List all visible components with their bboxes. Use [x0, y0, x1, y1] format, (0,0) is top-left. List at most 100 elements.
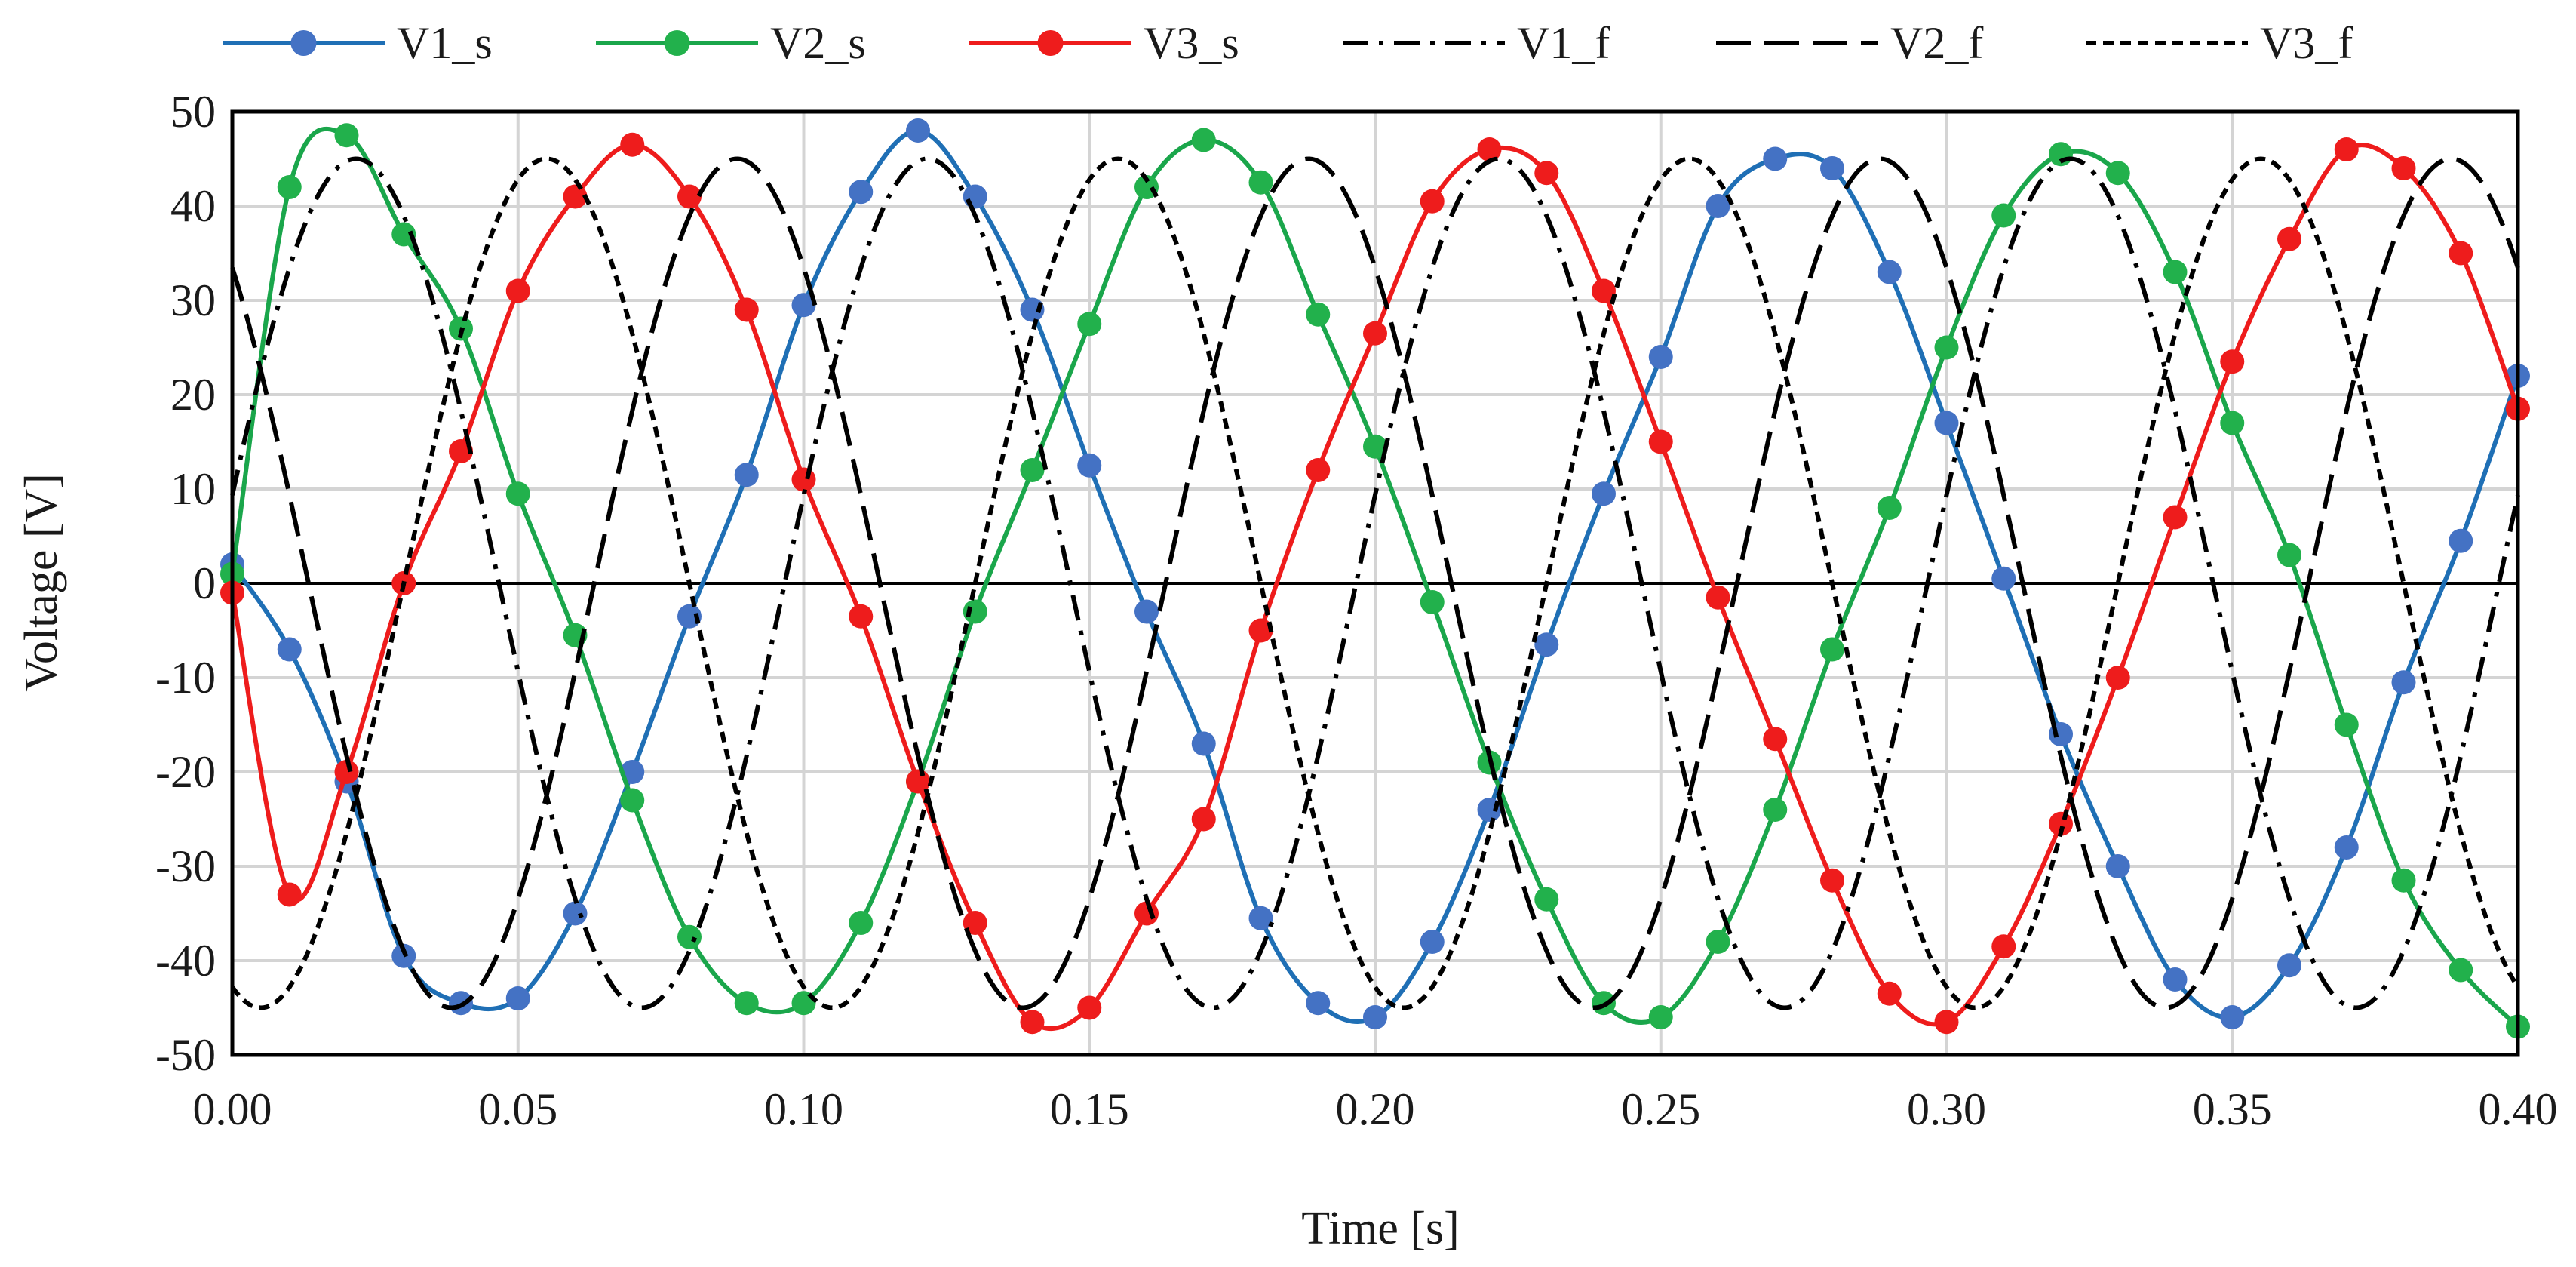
data-point-v2-s — [1420, 590, 1445, 614]
data-point-v1-s — [1706, 194, 1730, 218]
data-point-v1-s — [2449, 528, 2473, 553]
data-point-v2-s — [2049, 142, 2073, 167]
y-tick-label: 0 — [193, 558, 216, 608]
y-tick-label: 20 — [170, 370, 216, 420]
data-point-v1-s — [849, 180, 874, 205]
data-point-v2-s — [277, 175, 302, 199]
data-point-v3-s — [734, 297, 759, 322]
y-axis-ticks: 50 40 30 20 10 0 -10 -20 -30 -40 -50 — [155, 87, 216, 1080]
data-point-v1-s — [2334, 835, 2359, 860]
data-point-v1-s — [2220, 1005, 2245, 1029]
data-point-v1-s — [563, 901, 588, 926]
x-tick-label: 0.30 — [1907, 1084, 1986, 1134]
data-point-v2-s — [1820, 637, 1844, 662]
data-point-v3-s — [2334, 137, 2359, 161]
data-point-v3-s — [505, 278, 530, 303]
legend-label-v3-s: V3_s — [1144, 18, 1239, 68]
data-point-v2-s — [2163, 260, 2188, 284]
data-point-v1-s — [1534, 632, 1559, 657]
data-point-v2-s — [849, 911, 874, 935]
y-tick-label: -30 — [155, 841, 216, 891]
data-point-v2-s — [1191, 128, 1216, 152]
data-point-v3-s — [1820, 868, 1844, 893]
y-tick-label: 10 — [170, 464, 216, 514]
data-point-v1-s — [277, 637, 302, 662]
series-line-v1-f — [230, 156, 2520, 1010]
series-line-v2-f — [230, 156, 2520, 1010]
data-point-v1-s — [1477, 798, 1502, 822]
data-point-v3-s — [1934, 1010, 1959, 1035]
x-axis-title: Time [s] — [1301, 1203, 1460, 1254]
y-tick-label: -50 — [155, 1030, 216, 1080]
data-point-v2-s — [1248, 170, 1273, 195]
data-point-v1-s — [963, 184, 987, 209]
x-tick-label: 0.35 — [2193, 1084, 2272, 1134]
data-point-v3-s — [1592, 278, 1616, 303]
data-point-v1-s — [2277, 953, 2301, 978]
legend-label-v2-s: V2_s — [770, 18, 866, 68]
data-point-v2-s — [2449, 958, 2473, 983]
data-point-v2-s — [1763, 798, 1788, 822]
legend-label-v3-f: V3_f — [2260, 18, 2353, 68]
legend-label-v1-s: V1_s — [397, 18, 493, 68]
series-v2-s — [220, 123, 2530, 1039]
x-tick-label: 0.00 — [193, 1084, 272, 1134]
legend-label-v1-f: V1_f — [1517, 18, 1610, 68]
x-tick-label: 0.40 — [2479, 1084, 2558, 1134]
data-point-v2-s — [734, 991, 759, 1016]
data-point-v1-s — [1592, 481, 1616, 506]
data-point-v3-s — [2105, 666, 2130, 690]
legend-item-v2-f: V2_f — [1716, 18, 1983, 68]
plot-frame — [230, 109, 2520, 1057]
data-point-v3-s — [1248, 618, 1273, 643]
data-point-v3-s — [1134, 901, 1159, 926]
data-point-v2-s — [2105, 161, 2130, 186]
data-point-v3-s — [963, 911, 987, 935]
data-point-v2-s — [1020, 458, 1045, 482]
series-layer — [220, 118, 2530, 1039]
data-point-v3-s — [1706, 585, 1730, 610]
data-point-v3-s — [1991, 934, 2016, 959]
data-point-v1-s — [791, 293, 816, 318]
data-point-v2-s — [1877, 496, 1902, 520]
data-point-v2-s — [334, 123, 359, 148]
y-tick-label: -20 — [155, 747, 216, 797]
x-tick-label: 0.15 — [1050, 1084, 1129, 1134]
data-point-v2-s — [505, 481, 530, 506]
data-point-v1-s — [1134, 599, 1159, 624]
data-point-v3-s — [277, 882, 302, 907]
data-point-v3-s — [2391, 156, 2416, 180]
legend: V1_s V2_s V3_s V1_f V2_f V3_f — [223, 18, 2353, 68]
data-point-v3-s — [1420, 189, 1445, 214]
data-point-v1-s — [1248, 906, 1273, 930]
data-point-v1-s — [2163, 967, 2188, 992]
data-point-v3-s — [2449, 241, 2473, 266]
data-point-v1-s — [1191, 731, 1216, 756]
data-point-v2-s — [1077, 312, 1102, 337]
data-point-v3-s — [620, 132, 645, 157]
data-point-v3-s — [334, 760, 359, 784]
data-point-v2-s — [1706, 930, 1730, 954]
data-point-v3-s — [1648, 429, 1673, 454]
data-point-v1-s — [1991, 566, 2016, 591]
legend-label-v2-f: V2_f — [1890, 18, 1983, 68]
data-point-v3-s — [2220, 349, 2245, 374]
data-point-v1-s — [1820, 156, 1844, 180]
legend-item-v1-s: V1_s — [223, 18, 493, 68]
data-point-v1-s — [1306, 991, 1331, 1016]
legend-marker-v2-s — [664, 30, 690, 56]
data-point-v1-s — [2391, 670, 2416, 695]
y-tick-label: -10 — [155, 653, 216, 703]
legend-item-v3-s: V3_s — [969, 18, 1239, 68]
data-point-v2-s — [677, 924, 702, 949]
data-point-v1-s — [677, 604, 702, 629]
legend-item-v1-f: V1_f — [1343, 18, 1610, 68]
data-point-v2-s — [391, 222, 416, 247]
data-point-v3-s — [1877, 981, 1902, 1006]
data-point-v3-s — [1534, 161, 1559, 186]
series-line-v3-f — [230, 156, 2520, 1010]
data-point-v1-s — [1934, 411, 1959, 435]
legend-marker-v3-s — [1037, 30, 1064, 56]
data-point-v3-s — [2277, 226, 2301, 251]
